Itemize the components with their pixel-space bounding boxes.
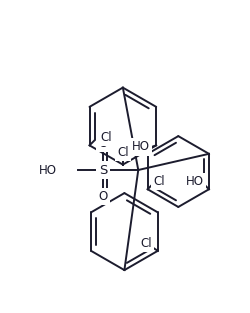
Text: HO: HO <box>132 141 150 153</box>
Text: O: O <box>98 190 107 203</box>
Text: Cl: Cl <box>140 237 151 250</box>
Text: Cl: Cl <box>100 131 112 144</box>
Text: Cl: Cl <box>116 146 128 159</box>
Text: HO: HO <box>38 163 56 177</box>
Text: Cl: Cl <box>152 175 164 188</box>
Text: HO: HO <box>185 175 203 188</box>
Text: S: S <box>98 163 106 177</box>
Text: O: O <box>98 137 107 150</box>
